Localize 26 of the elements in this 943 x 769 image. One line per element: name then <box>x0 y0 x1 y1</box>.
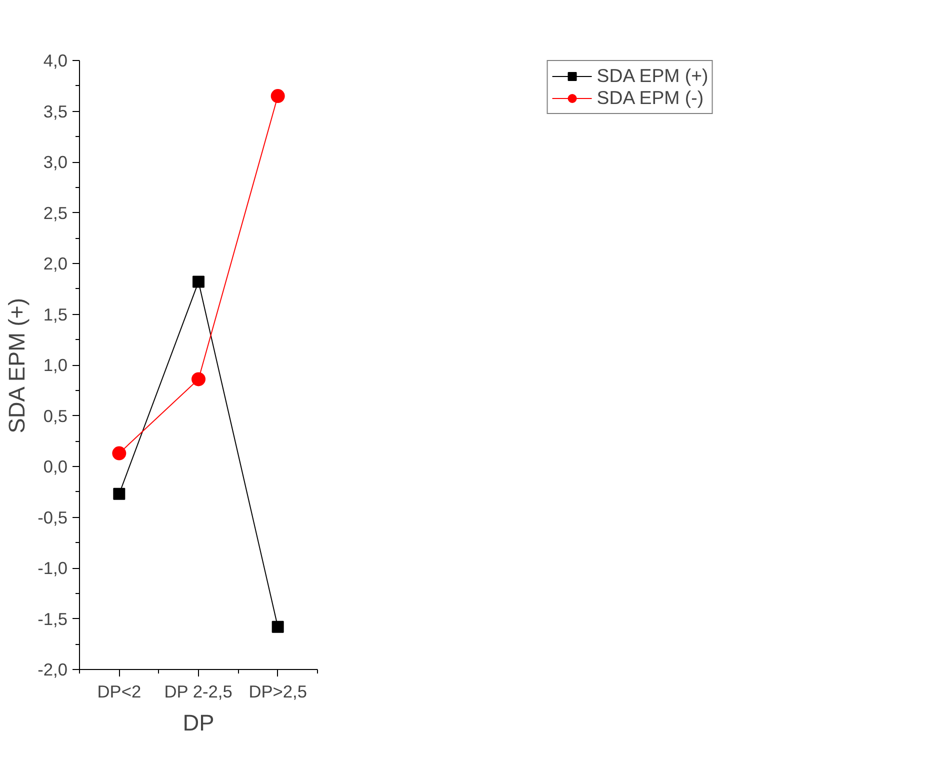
point <box>192 276 204 288</box>
x-axis-title: DP <box>182 710 214 736</box>
y-tick-label: -1,0 <box>38 558 68 578</box>
y-tick-label: 3,5 <box>43 101 68 122</box>
point <box>272 620 284 633</box>
y-tick-label: 2,0 <box>43 254 68 274</box>
y-tick-label: -2,0 <box>38 660 68 680</box>
point <box>270 89 285 104</box>
legend-label: SDA EPM (-) <box>596 87 704 109</box>
point <box>112 446 126 460</box>
point <box>113 488 126 500</box>
point <box>192 372 206 386</box>
x-tick-label: DP>2,5 <box>248 682 307 702</box>
y-tick-label: 2,5 <box>43 202 68 223</box>
y-tick-label: 1,5 <box>43 304 68 324</box>
y-tick-label: 3,0 <box>43 152 68 172</box>
y-tick-label: 0,0 <box>43 456 68 476</box>
y-axis-title: SDA EPM (+) <box>4 298 30 434</box>
y-tick-label: 1,0 <box>43 355 68 375</box>
y-tick-label: 0,5 <box>43 406 68 426</box>
y-tick-label: -1,5 <box>38 608 68 629</box>
y-tick-label: 4,0 <box>43 50 68 70</box>
x-tick-label: DP 2-2,5 <box>164 682 232 702</box>
x-tick-label: DP<2 <box>97 682 142 702</box>
legend-label: SDA EPM (+) <box>596 65 708 87</box>
y-tick-label: -0,5 <box>38 507 68 528</box>
